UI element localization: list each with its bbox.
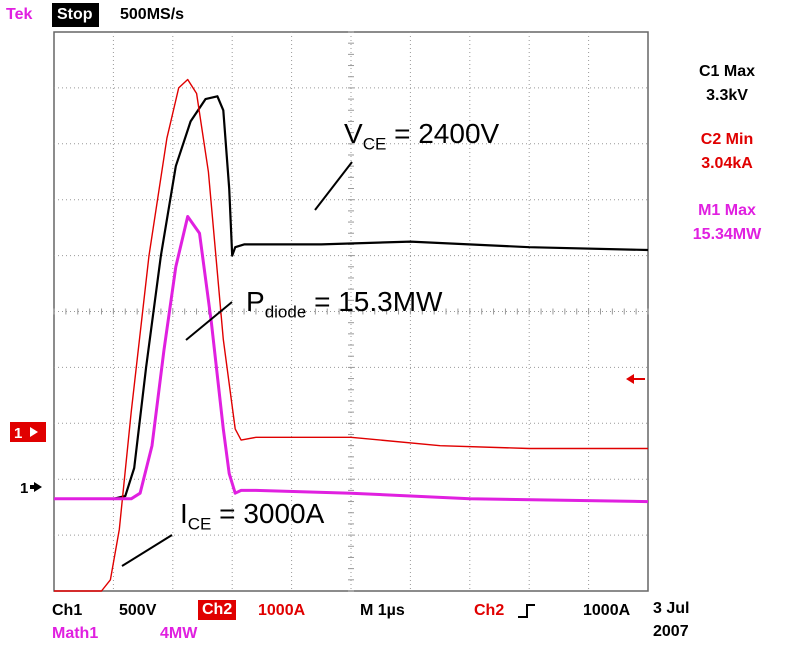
ice-pointer-line (121, 534, 173, 567)
run-state-badge[interactable]: Stop (52, 3, 99, 27)
timebase: M 1µs (360, 602, 405, 619)
meas-c2-value: 3.04kA (701, 155, 753, 172)
math-scale: 4MW (160, 625, 198, 642)
meas-c2-name: C2 Min (700, 131, 754, 148)
ch1-marker: 1 (20, 480, 28, 497)
pdiode-pointer-line (185, 301, 233, 341)
ch2-marker-box (10, 422, 46, 442)
meas-m1-name: M1 Max (698, 202, 756, 219)
meas-c1-name: C1 Max (698, 63, 756, 80)
math1-power-trace (54, 215, 649, 504)
date-line2: 2007 (653, 623, 689, 640)
vce-annotation: VCE = 2400V (344, 118, 500, 154)
ch2-label: Ch2 (198, 600, 237, 620)
ch2-current-trace (54, 78, 648, 592)
trigger-level: 1000A (583, 602, 631, 619)
math-label: Math1 (52, 625, 99, 642)
waveform-traces (54, 78, 649, 592)
date-line1: 3 Jul (653, 600, 690, 617)
meas-m1-value: 15.34MW (692, 226, 762, 243)
ch1-scale: 500V (119, 602, 157, 619)
ch2-marker: 1 (14, 425, 22, 442)
brand-label: Tek (6, 6, 33, 23)
ch1-marker-arrow-icon (34, 482, 42, 492)
ch2-scale: 1000A (258, 602, 306, 619)
ch1-voltage-trace (54, 95, 649, 500)
trigger-source: Ch2 (474, 602, 505, 619)
trigger-level-arrow-icon (626, 374, 645, 384)
graticule-grid (53, 31, 649, 592)
ice-annotation: ICE = 3000A (180, 498, 325, 534)
vce-pointer-line (314, 161, 353, 211)
sample-rate: 500MS/s (120, 6, 185, 23)
trigger-rising-edge-icon (518, 604, 535, 618)
meas-c1-value: 3.3kV (706, 87, 748, 104)
ch1-label: Ch1 (52, 602, 83, 619)
pdiode-annotation: Pdiode = 15.3MW (246, 286, 443, 322)
